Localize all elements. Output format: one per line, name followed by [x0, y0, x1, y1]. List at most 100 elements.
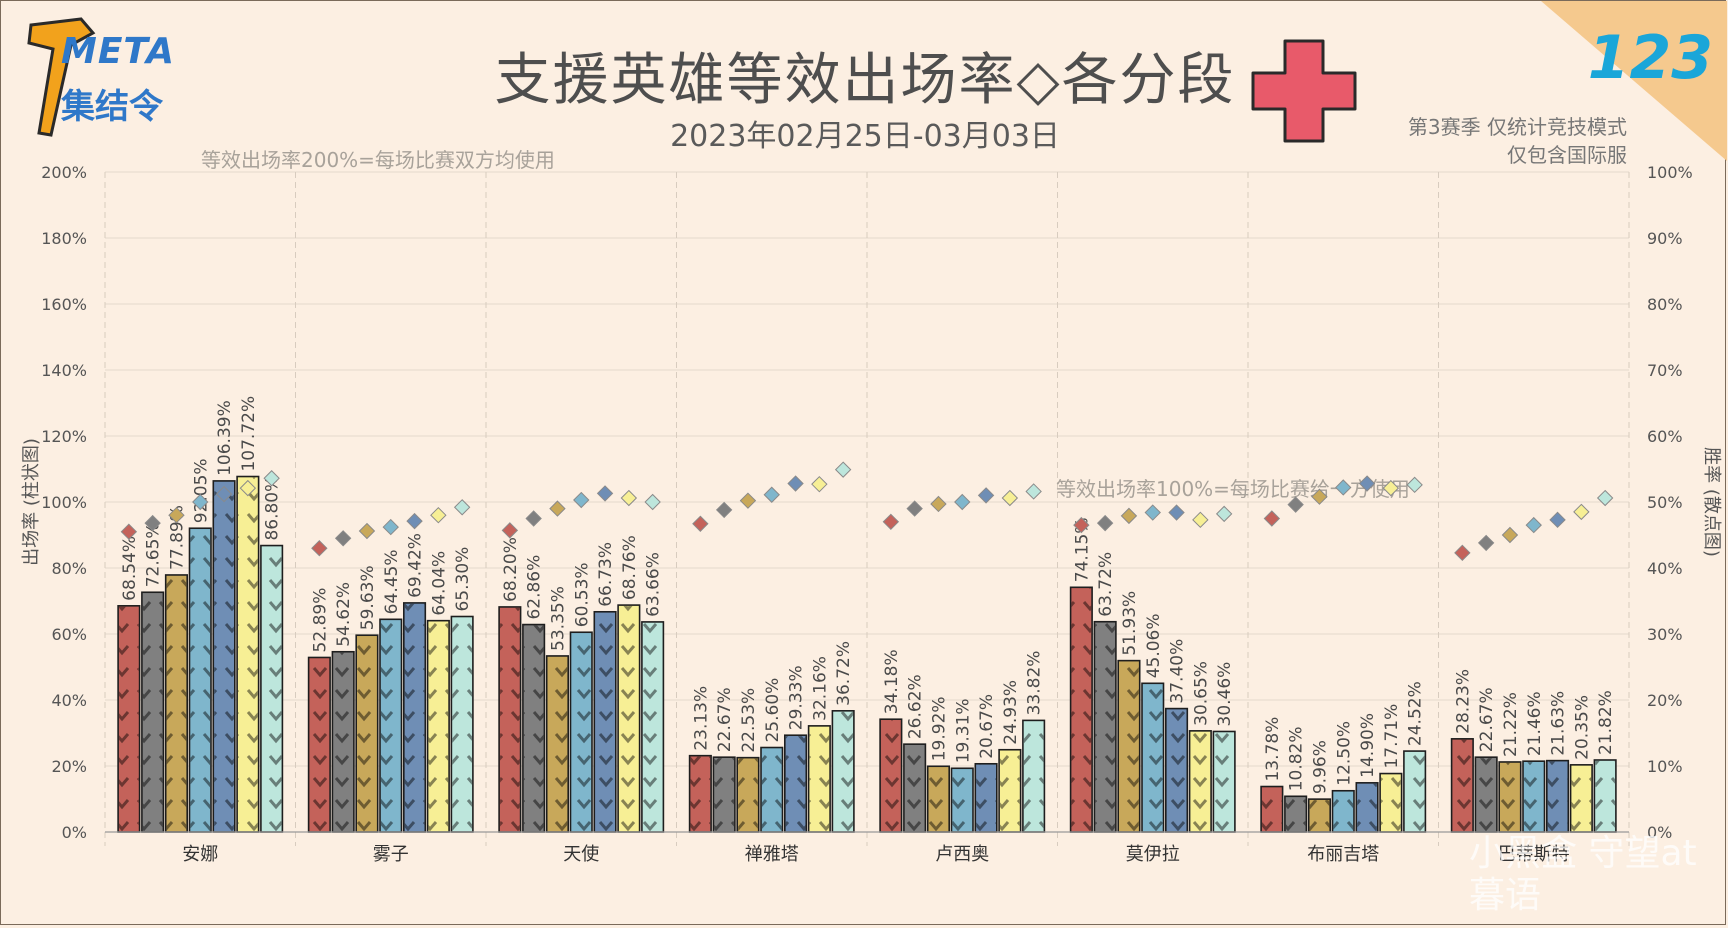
bar-texture [1166, 709, 1187, 831]
winrate-point [715, 501, 733, 519]
bar-data-label: 52.89% [310, 588, 330, 653]
logo-subtitle-text: 集结令 [61, 87, 163, 127]
winrate-point [1287, 496, 1304, 513]
note-200-percent: 等效出场率200%=每场比赛双方均使用 [201, 148, 555, 172]
y2-tick-label: 100% [1647, 163, 1693, 182]
bar-data-label: 30.46% [1215, 662, 1235, 727]
bar-texture [1143, 684, 1163, 831]
bar-data-label: 59.63% [358, 565, 378, 630]
winrate-point [1192, 511, 1209, 529]
winrate-point [430, 506, 447, 524]
y-tick-label: 180% [41, 229, 87, 248]
bar-texture [1452, 739, 1473, 831]
bar-data-label: 64.45% [382, 549, 402, 614]
winrate-point [763, 486, 780, 503]
bar-data-label: 60.53% [572, 562, 592, 627]
season-note: 第3赛季 仅统计竞技模式 [1407, 115, 1627, 139]
bar-data-label: 29.33% [787, 665, 807, 730]
x-category-label: 布丽吉塔 [1307, 844, 1379, 865]
bar-texture [595, 612, 615, 831]
bar-texture [404, 603, 425, 831]
bar-data-label: 17.71% [1382, 704, 1402, 769]
winrate-point [525, 510, 542, 527]
winrate-point [168, 506, 185, 524]
bar-data-label: 64.04% [429, 551, 449, 616]
bar-data-label: 63.66% [644, 552, 664, 617]
y-tick-label: 20% [51, 757, 87, 776]
bar-data-label: 53.35% [548, 586, 568, 651]
bar-texture [500, 607, 520, 831]
bar-texture [1333, 791, 1353, 831]
x-category-label: 卢西奥 [935, 844, 989, 865]
winrate-point [215, 485, 233, 503]
bar-data-label: 19.92% [929, 696, 949, 761]
bar-texture [523, 625, 544, 831]
winrate-point [1096, 514, 1114, 532]
y2-tick-label: 0% [1647, 823, 1672, 842]
bar-texture [1547, 761, 1568, 831]
bar-data-label: 34.18% [882, 649, 902, 714]
bar-data-label: 45.06% [1144, 613, 1164, 678]
bar-texture [904, 745, 925, 831]
winrate-point [620, 489, 638, 507]
bar-data-label: 74.15% [1072, 517, 1092, 582]
bar-texture [952, 769, 972, 831]
y-tick-label: 120% [41, 427, 87, 446]
note-100-percent: 等效出场率100%=每场比赛给一方使用 [1056, 477, 1410, 501]
bar-texture [1381, 774, 1401, 831]
y-tick-label: 100% [41, 493, 87, 512]
winrate-point [692, 515, 709, 532]
y-tick-label: 40% [51, 691, 87, 710]
bar-data-label: 12.50% [1334, 721, 1354, 786]
bar-texture [690, 756, 711, 831]
winrate-point [882, 513, 900, 531]
winrate-point [311, 539, 328, 557]
bar-data-label: 24.93% [1001, 680, 1021, 745]
bar-data-label: 21.22% [1501, 692, 1521, 757]
bar-data-label: 37.40% [1168, 639, 1188, 704]
bar-texture [881, 720, 901, 831]
bar-texture [1000, 750, 1020, 831]
bar-texture [928, 767, 949, 831]
bar-texture [381, 620, 401, 831]
winrate-point [1573, 503, 1590, 521]
bar-texture [976, 764, 996, 831]
bar-data-label: 21.63% [1549, 691, 1569, 756]
y-tick-label: 60% [51, 625, 87, 644]
bar-data-label: 66.73% [596, 542, 616, 607]
bar-texture [1476, 758, 1496, 831]
bar-texture [1309, 800, 1330, 831]
bar-data-label: 22.67% [1477, 687, 1497, 752]
bar-texture [762, 748, 782, 831]
bar-texture [428, 621, 449, 831]
bar-data-label: 32.16% [810, 656, 830, 721]
x-category-label: 巴蒂斯特 [1498, 844, 1570, 865]
bar-texture [833, 711, 853, 831]
winrate-point [406, 512, 423, 530]
bar-texture [1023, 721, 1044, 831]
y2-axis-title: 胜率 (散点图) [1701, 447, 1722, 557]
bar-texture [1595, 760, 1615, 831]
corner-ribbon [1541, 1, 1727, 161]
y2-tick-label: 10% [1647, 757, 1683, 776]
bar-data-label: 30.65% [1191, 661, 1211, 726]
winrate-point [192, 493, 209, 511]
bar-data-label: 13.78% [1263, 717, 1283, 782]
bar-texture [1571, 765, 1592, 831]
bar-data-label: 62.86% [525, 555, 545, 620]
red-cross-icon [1251, 39, 1357, 143]
bar-data-label: 54.62% [334, 582, 354, 647]
bar-texture [238, 477, 258, 831]
y2-tick-label: 90% [1647, 229, 1683, 248]
bar-data-label: 107.72% [239, 396, 259, 472]
bar-texture [547, 656, 568, 831]
x-category-label: 雾子 [373, 844, 409, 865]
bar-data-label: 24.52% [1406, 681, 1426, 746]
bar-data-label: 36.72% [834, 641, 854, 706]
winrate-point [906, 500, 923, 517]
winrate-point [596, 485, 614, 502]
y-tick-label: 200% [41, 163, 87, 182]
winrate-point [811, 475, 828, 493]
winrate-point [977, 487, 995, 504]
bar-texture [714, 758, 734, 831]
